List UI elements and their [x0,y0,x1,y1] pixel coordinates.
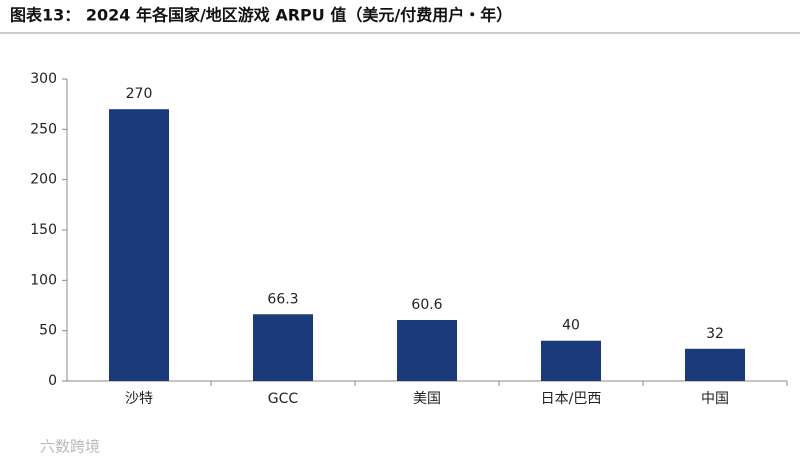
chart-title: 图表13： 2024 年各国家/地区游戏 ARPU 值（美元/付费用户・年） [10,6,512,25]
x-tick-label: 日本/巴西 [541,391,602,407]
value-label: 32 [706,326,724,342]
x-tick-label: 沙特 [125,391,153,407]
bar [685,348,745,381]
bar [253,314,313,381]
y-tick-label: 200 [30,172,57,188]
bar [541,340,601,381]
bar [109,109,169,381]
y-tick-label: 300 [30,71,57,87]
x-tick-label: 美国 [413,391,441,407]
y-tick-label: 100 [30,272,57,288]
bar [397,319,457,381]
y-tick-label: 250 [30,121,57,137]
value-label: 66.3 [267,291,298,307]
x-tick-label: 中国 [701,391,729,407]
watermark: 六数跨境 [40,438,100,456]
x-tick-label: GCC [268,391,299,407]
value-label: 60.6 [411,297,442,313]
value-label: 40 [562,318,580,334]
y-tick-label: 0 [48,373,57,389]
y-tick-label: 50 [39,323,57,339]
value-label: 270 [126,86,153,102]
y-tick-label: 150 [30,222,57,238]
